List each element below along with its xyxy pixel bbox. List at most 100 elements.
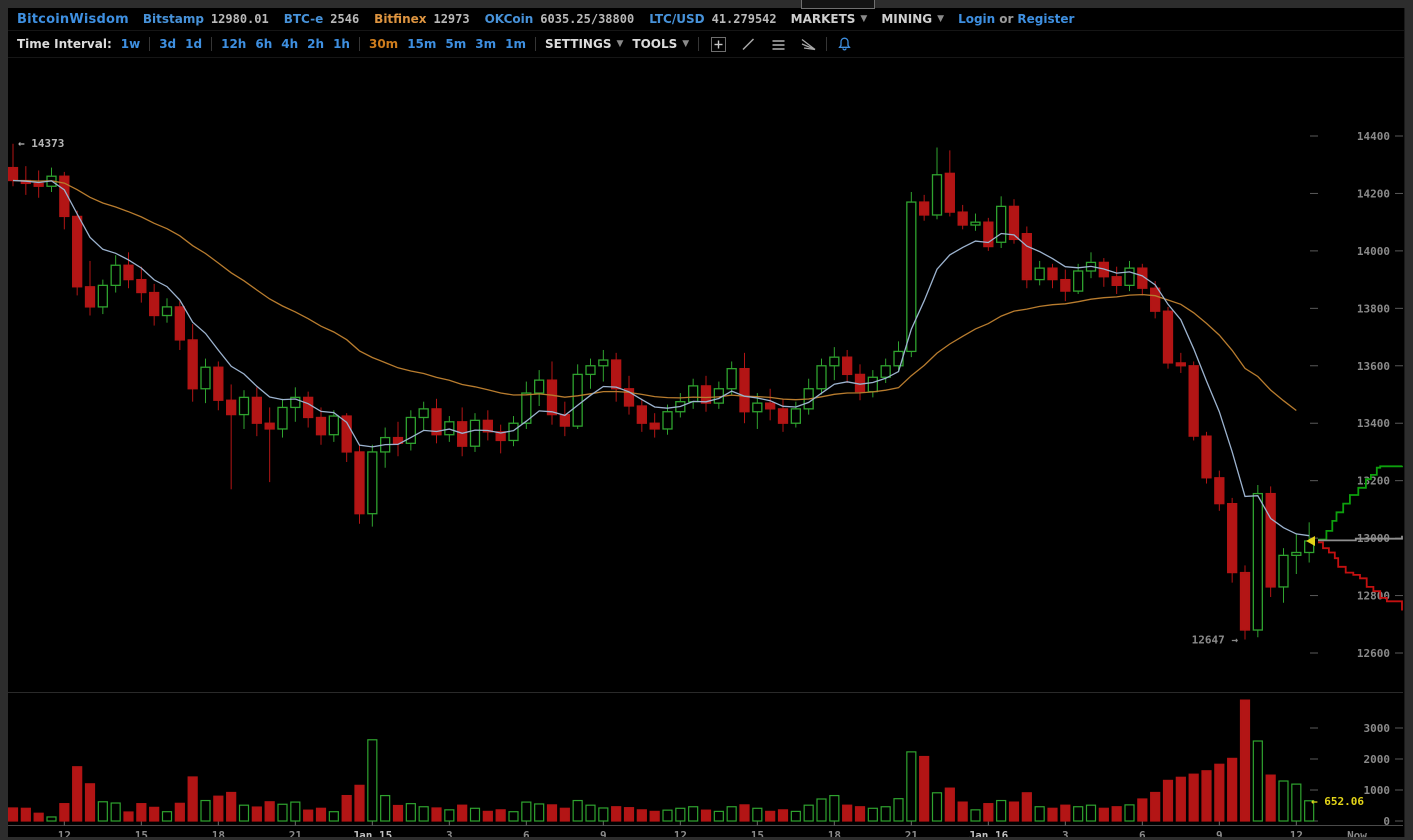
ticker-bitstamp[interactable]: Bitstamp 12980.01 bbox=[143, 12, 269, 26]
price-axis: 1440014200140001380013600134001320013000… bbox=[1310, 130, 1403, 660]
last-volume-label: ← 652.06 bbox=[1311, 795, 1364, 808]
annotations: ← 14373 12647 → ← 652.06 bbox=[18, 137, 1364, 808]
settings-menu[interactable]: SETTINGS ▼ bbox=[545, 37, 623, 51]
interval-1h[interactable]: 1h bbox=[333, 37, 350, 51]
candlestick-volume-chart[interactable]: 1440014200140001380013600134001320013000… bbox=[8, 58, 1404, 837]
svg-text:14400: 14400 bbox=[1357, 130, 1390, 143]
chevron-down-icon: ▼ bbox=[860, 13, 868, 24]
trendline-icon[interactable] bbox=[740, 36, 757, 53]
divider bbox=[149, 37, 151, 51]
ticker-value: 6035.25/38800 bbox=[540, 12, 635, 26]
interval-1d[interactable]: 1d bbox=[185, 37, 203, 51]
svg-text:3: 3 bbox=[1062, 829, 1069, 837]
interval-2h[interactable]: 2h bbox=[307, 37, 325, 51]
svg-text:Now: Now bbox=[1347, 829, 1367, 837]
svg-text:6: 6 bbox=[1139, 829, 1146, 837]
svg-text:13600: 13600 bbox=[1357, 360, 1390, 373]
interval-1w[interactable]: 1w bbox=[120, 37, 141, 51]
svg-text:12600: 12600 bbox=[1357, 647, 1390, 660]
svg-text:13200: 13200 bbox=[1357, 475, 1390, 488]
svg-text:12: 12 bbox=[58, 829, 71, 837]
tools-menu-label: TOOLS bbox=[632, 37, 678, 51]
svg-text:6: 6 bbox=[523, 829, 530, 837]
ticker-okcoin[interactable]: OKCoin 6035.25/38800 bbox=[485, 12, 635, 26]
volume-axis: 3000 2000 1000 0 bbox=[1310, 722, 1403, 828]
svg-text:15: 15 bbox=[135, 829, 148, 837]
crosshair-icon[interactable] bbox=[710, 36, 727, 53]
ticker-btc-e[interactable]: BTC-e 2546 bbox=[284, 12, 359, 26]
ticker-label: LTC/USD bbox=[649, 12, 705, 26]
depth-bids-line bbox=[1318, 541, 1403, 611]
svg-text:12: 12 bbox=[674, 829, 687, 837]
candles bbox=[8, 143, 1315, 640]
time-interval-label: Time Interval: bbox=[17, 37, 112, 51]
interval-5m[interactable]: 5m bbox=[445, 37, 467, 51]
mining-menu[interactable]: MINING ▼ bbox=[881, 12, 944, 26]
ma-slow-line bbox=[12, 179, 1297, 412]
ticker-value: 2546 bbox=[330, 12, 360, 26]
svg-text:13800: 13800 bbox=[1357, 302, 1390, 315]
chevron-down-icon: ▼ bbox=[682, 38, 690, 49]
interval-12h[interactable]: 12h bbox=[221, 37, 247, 51]
session-high-label: ← 14373 bbox=[18, 137, 64, 150]
x-axis: 12 15 18 21 Jan 15 3 6 9 12 15 18 21 Jan 16 3 6 9 12 Now bbox=[8, 820, 1403, 837]
svg-text:18: 18 bbox=[212, 829, 225, 837]
settings-menu-label: SETTINGS bbox=[544, 37, 612, 51]
bitcoinwisdom-app: BitcoinWisdom Bitstamp 12980.01 BTC-e 2546 B… bbox=[8, 8, 1405, 837]
interval-1m[interactable]: 1m bbox=[505, 37, 526, 51]
svg-text:12: 12 bbox=[1290, 829, 1303, 837]
svg-text:14000: 14000 bbox=[1357, 245, 1390, 258]
tools-menu[interactable]: TOOLS ▼ bbox=[632, 37, 689, 51]
interval-3d[interactable]: 3d bbox=[159, 37, 177, 51]
svg-text:3000: 3000 bbox=[1364, 722, 1391, 735]
logo[interactable]: BitcoinWisdom bbox=[17, 11, 129, 27]
svg-text:14200: 14200 bbox=[1357, 187, 1390, 200]
svg-text:0: 0 bbox=[1383, 815, 1390, 828]
interval-4h[interactable]: 4h bbox=[281, 37, 299, 51]
svg-text:1000: 1000 bbox=[1364, 784, 1391, 797]
svg-text:Jan 16: Jan 16 bbox=[968, 829, 1008, 837]
last-price-marker bbox=[1306, 535, 1315, 546]
ticker-label: BTC-e bbox=[283, 12, 324, 26]
ma-fast-line bbox=[12, 179, 1310, 537]
svg-text:13400: 13400 bbox=[1357, 417, 1390, 430]
svg-text:12800: 12800 bbox=[1357, 590, 1390, 603]
ticker-list: Bitstamp 12980.01 BTC-e 2546 Bitfinex 12973 OK… bbox=[143, 12, 777, 26]
divider bbox=[826, 37, 828, 51]
divider bbox=[358, 37, 360, 51]
svg-text:2000: 2000 bbox=[1364, 753, 1391, 766]
chart-area[interactable]: 14400 14200 14000 13800 13600 13400 13200 13000… bbox=[8, 58, 1404, 837]
chevron-down-icon: ▼ bbox=[937, 13, 945, 24]
svg-text:3: 3 bbox=[446, 829, 453, 837]
horizontal-lines-icon[interactable] bbox=[770, 36, 787, 53]
chevron-down-icon: ▼ bbox=[616, 38, 624, 49]
svg-text:9: 9 bbox=[1216, 829, 1223, 837]
login-link[interactable]: Login bbox=[958, 12, 996, 26]
ticker-value: 41.279542 bbox=[711, 12, 777, 26]
interval-6h[interactable]: 6h bbox=[255, 37, 273, 51]
interval-30m[interactable]: 30m bbox=[368, 37, 399, 51]
ticker-ltc-usd[interactable]: LTC/USD 41.279542 bbox=[649, 12, 776, 26]
svg-text:18: 18 bbox=[828, 829, 841, 837]
svg-text:9: 9 bbox=[600, 829, 607, 837]
ticker-bitfinex[interactable]: Bitfinex 12973 bbox=[374, 12, 469, 26]
auth-or-text: or bbox=[999, 12, 1014, 26]
markets-menu[interactable]: MARKETS ▼ bbox=[791, 12, 868, 26]
alert-bell-icon[interactable] bbox=[836, 36, 853, 53]
ticker-value: 12973 bbox=[433, 12, 470, 26]
chart-toolbar: Time Interval: 1w 3d 1d 12h 6h 4h 2h 1h 30m 15m 5m… bbox=[8, 31, 1404, 58]
fan-lines-icon[interactable] bbox=[800, 36, 817, 53]
ticker-label: Bitfinex bbox=[374, 12, 427, 26]
svg-text:21: 21 bbox=[905, 829, 919, 837]
interval-3m[interactable]: 3m bbox=[475, 37, 497, 51]
auth-links: Login or Register bbox=[958, 12, 1074, 26]
register-link[interactable]: Register bbox=[1017, 12, 1075, 26]
mining-menu-label: MINING bbox=[881, 12, 933, 26]
interval-selector: 1w 3d 1d 12h 6h 4h 2h 1h 30m 15m 5m 3m 1m bbox=[121, 37, 526, 51]
ticker-label: OKCoin bbox=[484, 12, 534, 26]
markets-menu-label: MARKETS bbox=[790, 12, 856, 26]
clipped-popup bbox=[801, 0, 875, 9]
svg-text:21: 21 bbox=[289, 829, 303, 837]
interval-15m[interactable]: 15m bbox=[407, 37, 437, 51]
